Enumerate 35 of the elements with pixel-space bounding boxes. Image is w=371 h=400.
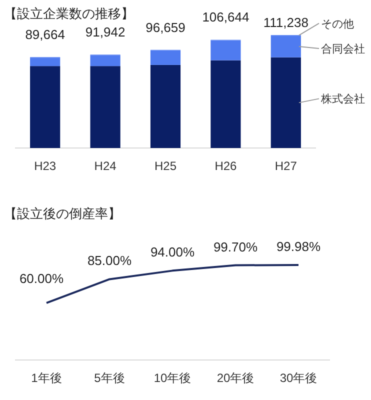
x-tick-label: 20年後 [216,371,254,385]
text: 96,659 [146,20,186,35]
x-tick-label: H23 [34,159,56,173]
bar [210,40,241,60]
bar [270,57,301,148]
bar [90,66,120,148]
data-label: 60.00% [19,270,64,286]
x-tick-label: 5年後 [94,371,125,385]
bar [30,66,60,148]
bar [150,64,181,148]
x-tick-label: 30年後 [280,371,318,385]
x-tick-label: H27 [274,159,298,173]
x-tick-label: H25 [154,159,177,173]
annotation: 89,664 [25,27,65,42]
x-tick-label: H24 [94,159,117,173]
bar [90,55,120,66]
x-tick-label: H26 [214,159,238,173]
series-label: その他 [321,18,354,30]
data-label: 94.00% [150,244,195,260]
data-label: 99.70% [213,239,258,254]
chart-title: 【設立後の倒産率】 [4,206,121,221]
bar [150,50,181,65]
text: 106,644 [202,10,250,25]
series-label: 株式会社 [320,92,365,106]
bar [270,36,301,58]
bar [210,60,241,148]
x-tick-label: 1年後 [31,371,62,385]
text: 111,238 [263,15,308,30]
data-label: 99.98% [276,239,321,254]
series-label: 合同会社 [321,42,365,56]
x-tick-label: 10年後 [154,371,192,385]
annotation: 91,942 [85,24,126,40]
chart-title: 【設立企業数の推移】 [4,6,134,21]
data-label: 85.00% [87,253,132,268]
bar [30,58,60,66]
